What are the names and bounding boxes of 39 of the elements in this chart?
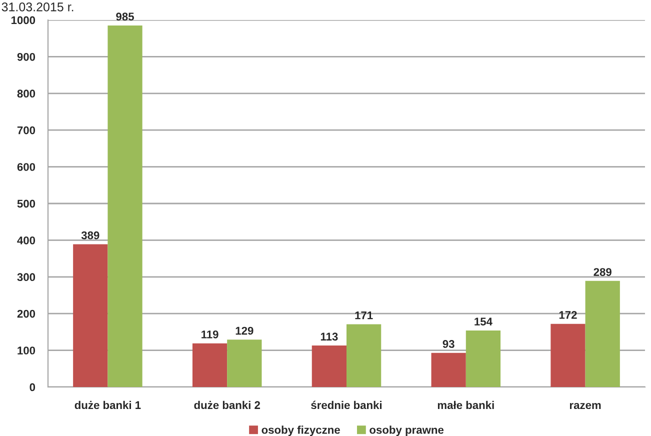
bar [346,324,382,387]
x-tick-label: duże banki 1 [74,400,141,410]
bar [466,330,501,387]
y-tick-label: 900 [17,52,36,61]
data-label: 154 [474,318,492,326]
data-label: 93 [442,340,454,348]
y-tick-label: 400 [17,236,36,244]
bar [227,340,262,387]
legend-label: osoby fizyczne [262,426,340,436]
chart-title: 31.03.2015 r. [2,2,74,12]
bar [585,280,620,387]
data-label: 129 [236,326,254,335]
bar [108,26,142,387]
y-tick-label: 200 [17,310,36,318]
data-label: 985 [116,12,134,21]
y-tick-label: 1000 [11,16,36,24]
y-tick-label: 700 [17,126,36,134]
data-label: 119 [202,330,218,338]
y-tick-label: 600 [17,163,36,171]
data-label: 289 [594,268,612,276]
data-label: 171 [355,312,373,320]
data-label: 172 [559,311,577,319]
bar [192,343,228,387]
data-label: 113 [320,332,338,341]
y-tick-label: 100 [18,346,36,354]
y-tick-label: 800 [17,90,36,98]
bar [431,352,466,387]
x-tick-label: razem [570,402,601,410]
x-tick-label: małe banki [438,400,494,410]
data-label: 389 [81,231,100,240]
y-tick-label: 0 [30,383,36,392]
legend-label: osoby prawne [370,426,444,436]
x-tick-label: średnie banki [311,400,382,410]
bar [73,244,108,387]
y-tick-label: 300 [17,273,36,282]
y-tick-label: 500 [17,200,36,208]
bar [550,324,586,387]
bar [312,346,346,387]
x-tick-label: duże banki 2 [194,400,260,410]
